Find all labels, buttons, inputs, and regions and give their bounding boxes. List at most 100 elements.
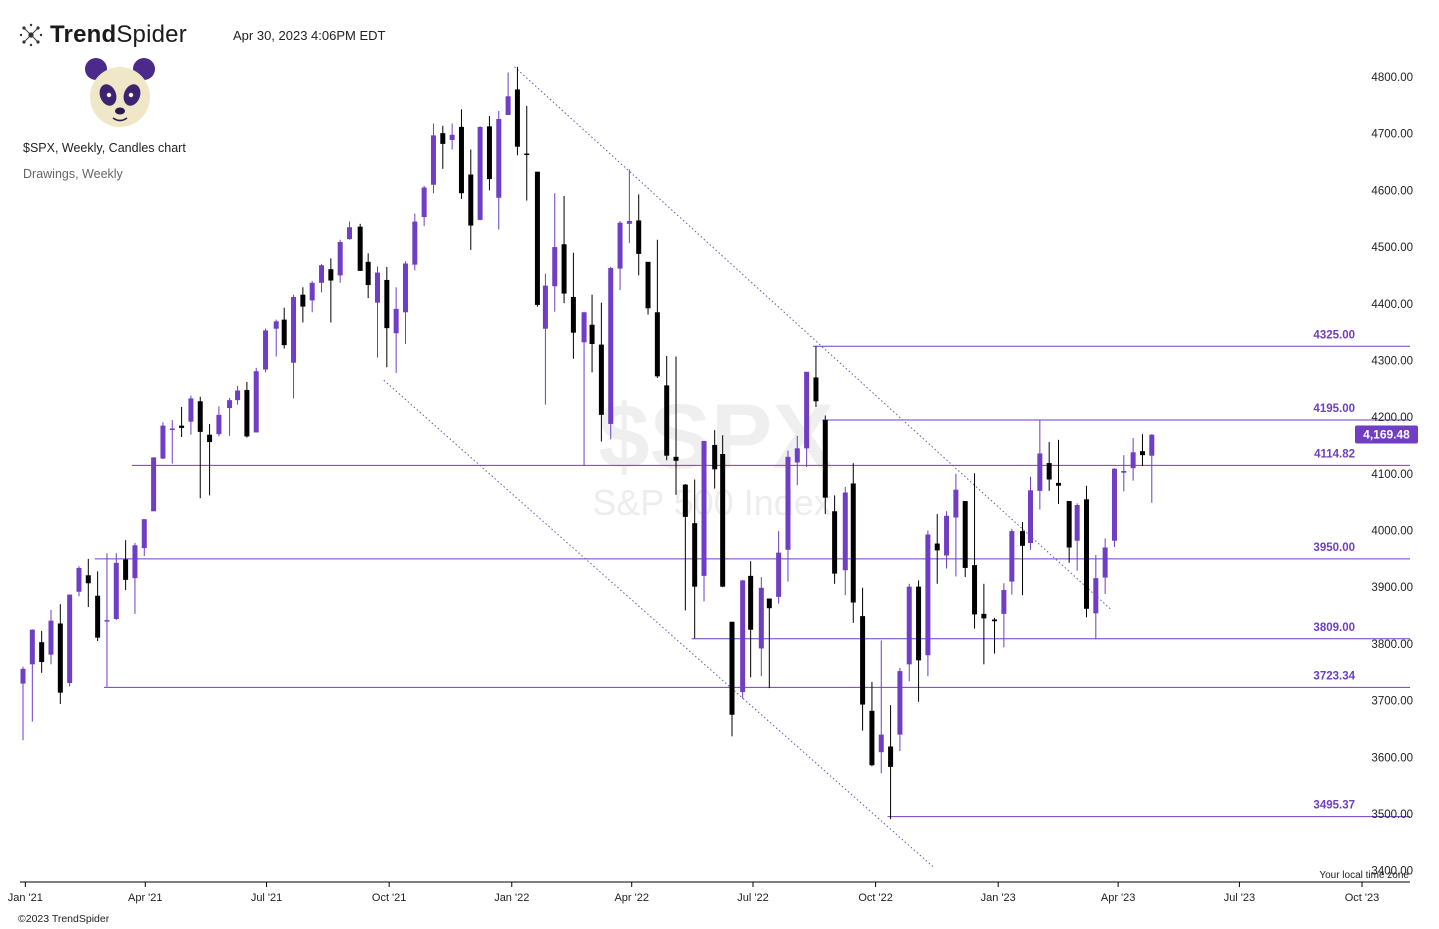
candle-body [412,221,418,265]
candle-body [253,371,259,433]
y-tick-label: 4100.00 [1371,469,1413,481]
candle-body [822,419,828,498]
x-tick-label: Jan '21 [8,892,43,904]
candle-body [337,241,343,276]
candle-body [1056,482,1062,486]
candle-body [534,171,540,305]
candle-body [67,594,73,684]
watermark-symbol: $SPX [598,386,833,488]
candle-body [758,587,764,649]
axes: 3400.00 3500.00 3600.00 3700.00 3800.00 3900.… [8,72,1413,904]
candle-body [897,671,903,735]
candle-body [561,244,567,294]
candle-body [365,261,371,286]
timezone-label: Your local time zone [1319,870,1409,881]
candle-body [57,623,63,693]
candle-body [449,134,455,140]
x-tick-label: Oct '23 [1345,892,1380,904]
candle-body [992,619,998,622]
candle-body [1121,471,1127,473]
candle-body [712,444,718,470]
candle-body [925,534,931,656]
candle-body [589,324,595,345]
y-tick-label: 4800.00 [1371,72,1413,84]
trendline [514,66,1112,611]
candle-body [916,586,922,661]
y-tick-label: 3500.00 [1371,809,1413,821]
candle-body [1149,434,1155,456]
level-label: 3809.00 [1313,622,1355,634]
candle-body [1111,468,1117,541]
x-tick-label: Jul '22 [737,892,768,904]
candle-body [486,126,492,180]
candle-body [263,330,269,370]
candle-body [468,174,474,226]
candle-body [860,616,866,705]
candle-body [1009,531,1015,582]
candle-body [1001,590,1007,614]
y-tick-label: 4500.00 [1371,242,1413,254]
candle-body [729,621,735,715]
candle-body [1046,463,1052,480]
level-label: 3723.34 [1313,670,1355,682]
candle-body [962,501,968,568]
candle-body [654,312,660,377]
candle-body [496,118,502,198]
candle-body [188,398,194,422]
candle-body [673,456,679,461]
candle-body [104,620,110,622]
candle-body [328,269,334,281]
candle-body [291,296,297,363]
candle-body [785,456,791,550]
candle-body [20,668,26,684]
x-tick-label: Oct '21 [372,892,407,904]
trendlines [383,66,1112,869]
candle-body [1037,453,1043,491]
candle-body [850,483,856,603]
candle-body [1074,505,1080,541]
x-tick-label: Apr '21 [128,892,163,904]
candle-body [477,126,483,220]
candle-body [235,390,241,401]
candle-body [906,586,912,665]
candle-body [1028,490,1034,543]
candle-body [645,261,651,309]
last-price-tag: 4,169.48 [1355,425,1418,444]
candle-body [981,613,987,619]
candle-body [842,492,848,571]
candle-body [505,96,511,115]
candle-body [1083,499,1089,609]
candle-body [664,385,670,456]
panda-avatar-icon [85,58,155,127]
candle-body [300,294,306,307]
candle-body [598,344,604,415]
candle-body [357,226,363,271]
candle-body [1093,578,1099,614]
candle-body [748,575,754,630]
drawings-label: Drawings, Weekly [23,167,123,181]
candle-body [766,598,772,609]
candle-body [720,453,726,587]
candle-body [179,425,185,428]
candle-body [552,247,558,287]
candle-body [934,543,940,551]
candle-body [374,272,380,303]
last-price-label: 4,169.48 [1363,427,1410,441]
x-tick-label: Apr '23 [1101,892,1136,904]
x-tick-label: Jul '23 [1224,892,1255,904]
y-tick-label: 3600.00 [1371,752,1413,764]
candle-body [347,227,353,240]
candle-body [281,319,287,346]
x-tick-label: Jan '22 [494,892,529,904]
candle-body [227,400,233,409]
candle-body [393,308,399,334]
candle-body [608,268,614,424]
y-tick-label: 4000.00 [1371,526,1413,538]
candle-body [1020,531,1026,546]
candle-body [169,428,175,430]
candles [20,66,1155,820]
candle-body [141,519,147,549]
candle-body [1066,501,1072,548]
x-tick-label: Jul '21 [251,892,282,904]
